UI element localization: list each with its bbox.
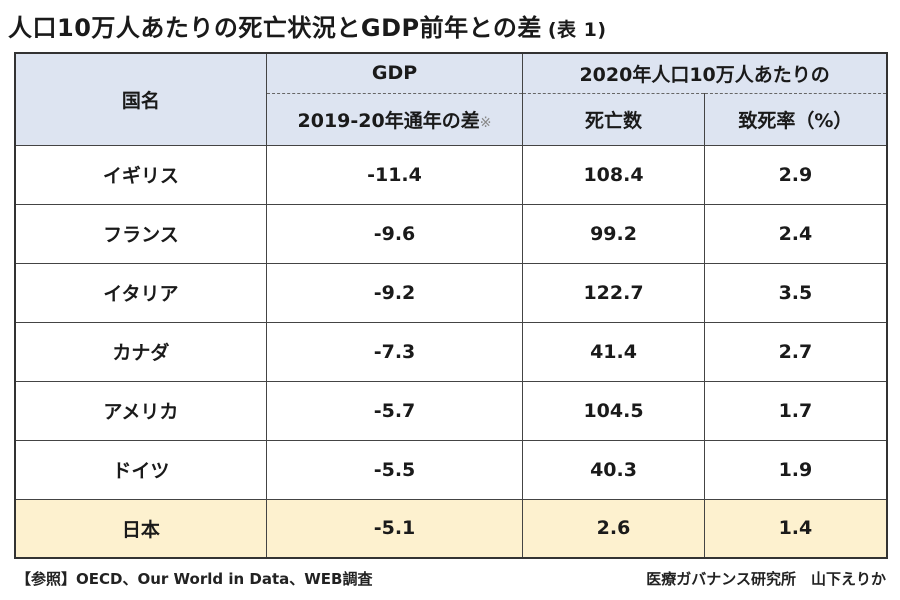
- header-group-top: 2020年人口10万人あたりの: [522, 52, 888, 94]
- header-deaths: 死亡数: [522, 92, 705, 146]
- cell-country: カナダ: [14, 321, 267, 382]
- table-row: アメリカ -5.7 104.5 1.7: [14, 380, 888, 441]
- cell-country: フランス: [14, 203, 267, 264]
- cell-rate: 3.5: [703, 262, 888, 323]
- title-main: 人口10万人あたりの死亡状況とGDP前年との差: [8, 14, 542, 42]
- cell-rate: 2.4: [703, 203, 888, 264]
- header-gdp-sub-text: 2019-20年通年の差: [297, 109, 480, 132]
- cell-country: ドイツ: [14, 439, 267, 500]
- cell-rate: 1.4: [703, 498, 888, 559]
- data-table: 国名 GDP 2020年人口10万人あたりの 2019-20年通年の差※ 死亡数…: [14, 52, 888, 559]
- page-title: 人口10万人あたりの死亡状況とGDP前年との差 (表 1): [8, 8, 607, 43]
- header-country: 国名: [14, 52, 267, 146]
- table-row-highlight: 日本 -5.1 2.6 1.4: [14, 498, 888, 559]
- header-gdp-top: GDP: [265, 52, 524, 94]
- cell-country: 日本: [14, 498, 267, 559]
- cell-deaths: 40.3: [522, 439, 705, 500]
- table-row: ドイツ -5.5 40.3 1.9: [14, 439, 888, 500]
- header-gdp-sub: 2019-20年通年の差※: [265, 92, 524, 146]
- cell-rate: 2.9: [703, 144, 888, 205]
- cell-gdp: -5.1: [265, 498, 524, 559]
- cell-country: アメリカ: [14, 380, 267, 441]
- cell-gdp: -7.3: [265, 321, 524, 382]
- header-fatality: 致死率（%）: [703, 92, 888, 146]
- cell-rate: 1.7: [703, 380, 888, 441]
- table-row: フランス -9.6 99.2 2.4: [14, 203, 888, 264]
- cell-deaths: 99.2: [522, 203, 705, 264]
- cell-country: イギリス: [14, 144, 267, 205]
- cell-gdp: -11.4: [265, 144, 524, 205]
- cell-deaths: 108.4: [522, 144, 705, 205]
- cell-gdp: -9.6: [265, 203, 524, 264]
- cell-deaths: 2.6: [522, 498, 705, 559]
- source-note: 【参照】OECD、Our World in Data、WEB調査: [16, 570, 373, 588]
- cell-rate: 1.9: [703, 439, 888, 500]
- cell-gdp: -5.5: [265, 439, 524, 500]
- cell-deaths: 104.5: [522, 380, 705, 441]
- credit-note: 医療ガバナンス研究所 山下えりか: [646, 570, 886, 588]
- cell-deaths: 122.7: [522, 262, 705, 323]
- title-tag: (表 1): [547, 19, 607, 41]
- cell-rate: 2.7: [703, 321, 888, 382]
- table-row: カナダ -7.3 41.4 2.7: [14, 321, 888, 382]
- cell-deaths: 41.4: [522, 321, 705, 382]
- cell-gdp: -5.7: [265, 380, 524, 441]
- cell-gdp: -9.2: [265, 262, 524, 323]
- table-row: イギリス -11.4 108.4 2.9: [14, 144, 888, 205]
- table-row: イタリア -9.2 122.7 3.5: [14, 262, 888, 323]
- header-gdp-note: ※: [479, 114, 492, 131]
- cell-country: イタリア: [14, 262, 267, 323]
